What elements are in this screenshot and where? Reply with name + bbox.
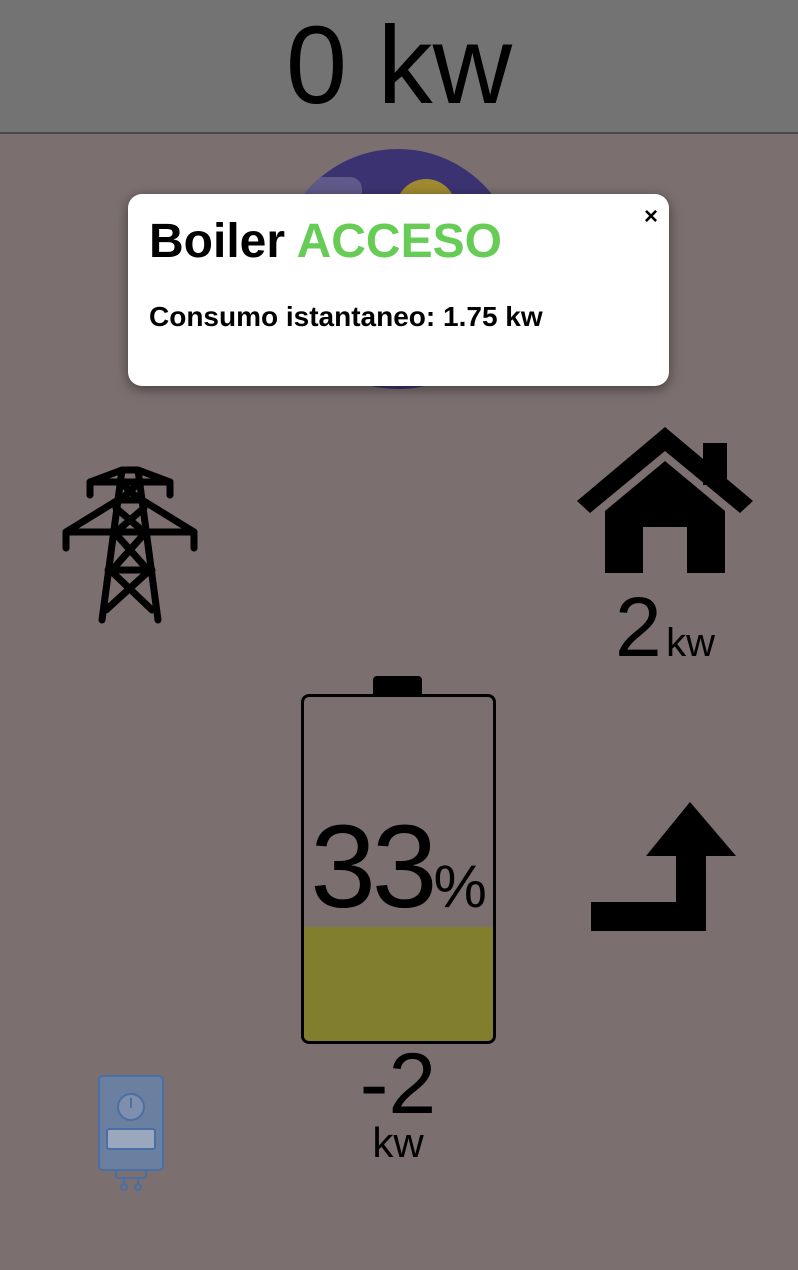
battery-icon: 33% xyxy=(301,694,496,1044)
battery-power-value: -2 xyxy=(359,1036,437,1132)
power-pylon-icon xyxy=(60,460,200,625)
consumption-text: Consumo istantaneo: 1.75 kw xyxy=(149,301,543,332)
battery-charge-value: 33 xyxy=(310,801,437,933)
close-button[interactable]: × xyxy=(643,203,658,230)
house-power-unit: kw xyxy=(666,621,716,665)
house-icon xyxy=(575,425,755,575)
top-bar: 0 kw xyxy=(0,0,798,134)
water-heater-icon[interactable] xyxy=(96,1074,166,1192)
dialog-title: Boiler ACCESO xyxy=(149,214,502,270)
house-power: 2 kw xyxy=(555,582,775,697)
total-power-value: 0 kw xyxy=(285,4,513,127)
device-status: ACCESO xyxy=(296,215,502,268)
house-power-value: 2 xyxy=(614,580,662,674)
battery-charge-unit: % xyxy=(433,853,487,920)
device-name: Boiler xyxy=(149,215,286,268)
arrow-up-right-icon xyxy=(588,800,738,935)
battery-terminal xyxy=(373,676,422,696)
battery-level-fill xyxy=(304,927,493,1041)
boiler-status-dialog: Boiler ACCESO Consumo istantaneo: 1.75 k… xyxy=(128,194,669,386)
battery-charge: 33% xyxy=(304,807,493,963)
battery-power-unit: kw xyxy=(372,1119,424,1166)
